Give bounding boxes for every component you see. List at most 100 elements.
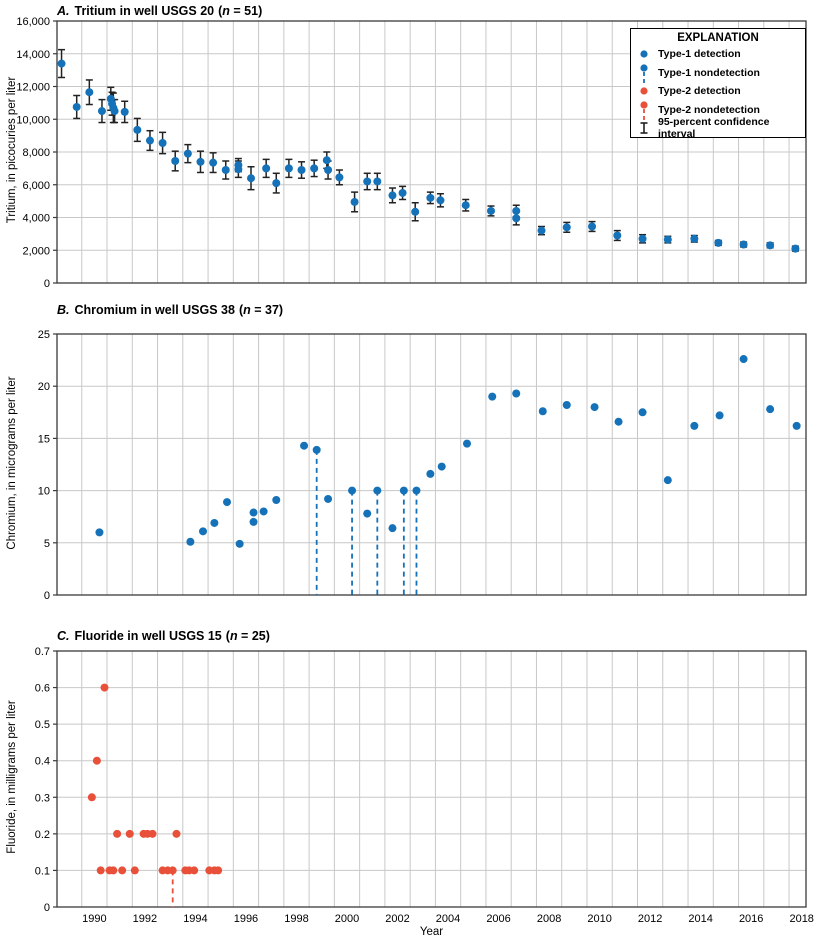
data-point-type1-detection — [95, 528, 104, 537]
data-point-type1-detection — [324, 494, 333, 503]
legend-box: EXPLANATION Type-1 detection Type-1 nond… — [630, 28, 806, 140]
panel-b-y-axis-label: Chromium, in micrograms per liter — [6, 376, 18, 550]
data-point-type2-detection — [87, 793, 96, 802]
data-point-type1-detection — [663, 476, 672, 485]
y-tick-label: 0 — [44, 278, 50, 290]
y-tick-label: 0.5 — [35, 719, 50, 731]
data-point-type1-detection — [638, 234, 647, 243]
data-point-type1-detection — [486, 206, 495, 215]
legend-item-type1-nondetection: Type-1 nondetection — [638, 62, 798, 83]
data-point-type1-detection — [638, 408, 647, 417]
data-point-type1-detection — [363, 177, 372, 186]
data-point-type1-detection — [196, 157, 205, 166]
data-point-type2-detection — [148, 829, 157, 838]
data-point-type2-detection — [92, 756, 101, 765]
data-point-type1-detection — [85, 88, 94, 97]
data-point-type1-detection — [791, 244, 800, 253]
data-point-type1-detection — [235, 539, 244, 548]
y-tick-label: 0.1 — [35, 865, 50, 877]
data-point-type1-detection — [234, 165, 243, 174]
data-point-type1-detection — [614, 417, 623, 426]
x-tick-label: 2010 — [587, 913, 611, 925]
y-tick-label: 10,000 — [16, 114, 50, 126]
panel-c-title: C. Fluoride in well USGS 15 (n = 25) — [57, 629, 270, 643]
data-point-type2-detection — [109, 866, 118, 875]
data-point-type2-detection — [130, 866, 139, 875]
data-point-type1-detection — [97, 107, 106, 116]
panel-b-title: B. Chromium in well USGS 38 (n = 37) — [57, 303, 283, 317]
panel-b-count: (n = 37) — [238, 303, 284, 317]
data-point-type1-detection — [209, 158, 218, 167]
panel-b-letter: B. — [57, 303, 70, 317]
data-point-type2-detection — [172, 829, 181, 838]
panel-c-count: (n = 25) — [225, 629, 270, 643]
data-point-type1-detection — [300, 441, 309, 450]
data-point-type1-detection — [715, 411, 724, 420]
data-point-type1-detection — [363, 509, 372, 518]
y-tick-label: 4,000 — [22, 213, 50, 225]
y-tick-label: 0.7 — [35, 646, 50, 658]
x-tick-label: 1992 — [133, 913, 157, 925]
data-point-type1-detection — [249, 508, 258, 517]
data-point-type1-nondetection — [399, 486, 408, 495]
confidence-interval-icon — [638, 121, 650, 135]
data-point-type1-detection — [436, 196, 445, 205]
data-point-type1-detection — [199, 527, 208, 536]
data-point-type1-detection — [512, 389, 521, 398]
data-point-type1-detection — [297, 166, 306, 175]
data-point-type2-detection — [96, 866, 105, 875]
data-point-type1-detection — [488, 392, 497, 401]
x-tick-label: 2014 — [688, 913, 712, 925]
data-point-type1-detection — [310, 164, 319, 173]
data-point-type1-detection — [57, 59, 66, 68]
data-point-type1-detection — [411, 207, 420, 216]
y-tick-label: 25 — [38, 329, 50, 341]
data-point-type1-detection — [663, 235, 672, 244]
y-tick-label: 0.4 — [35, 756, 50, 768]
data-point-type1-nondetection — [312, 445, 321, 454]
panel-a-title: A. Tritium in well USGS 20 (n = 51) — [57, 4, 262, 18]
data-point-type1-detection — [350, 197, 359, 206]
data-point-type1-detection — [259, 507, 268, 516]
data-point-type2-detection — [100, 683, 109, 692]
y-tick-label: 0.2 — [35, 829, 50, 841]
data-point-type1-detection — [210, 518, 219, 527]
panel-a-title-text: Tritium in well USGS 20 — [74, 4, 215, 18]
data-point-type1-detection — [145, 136, 154, 145]
data-point-type1-detection — [388, 191, 397, 200]
x-tick-label: 2008 — [537, 913, 561, 925]
data-point-type1-detection — [766, 241, 775, 250]
y-tick-label: 0.6 — [35, 683, 50, 695]
data-point-type1-detection — [512, 214, 521, 223]
data-point-type1-detection — [284, 164, 293, 173]
panel-c-letter: C. — [57, 629, 70, 643]
data-point-type1-detection — [110, 107, 119, 116]
data-point-type1-detection — [120, 107, 129, 116]
type1-detection-dot-icon — [638, 49, 650, 59]
panel-b-title-text: Chromium in well USGS 38 — [74, 303, 235, 317]
y-tick-label: 14,000 — [16, 49, 50, 61]
data-point-type1-detection — [714, 238, 723, 247]
data-point-type1-detection — [247, 174, 256, 183]
data-point-type1-nondetection — [348, 486, 357, 495]
panel-a-y-axis-label: Tritium, in picocuries per liter — [6, 76, 18, 224]
type2-nondetection-pin-icon — [638, 100, 650, 120]
data-point-type1-detection — [322, 156, 331, 165]
legend-item-type2-detection: Type-2 detection — [638, 83, 798, 99]
data-point-type2-detection — [125, 829, 134, 838]
panel-a-count: (n = 51) — [218, 4, 263, 18]
data-point-type1-detection — [133, 125, 142, 134]
x-tick-label: 2012 — [638, 913, 662, 925]
data-point-type1-detection — [223, 498, 232, 507]
data-point-type1-detection — [262, 164, 271, 173]
data-point-type1-detection — [588, 222, 597, 231]
data-point-type1-detection — [249, 517, 258, 526]
y-tick-label: 20 — [38, 381, 50, 393]
y-tick-label: 0.3 — [35, 792, 50, 804]
x-tick-label: 2002 — [385, 913, 409, 925]
data-point-type1-detection — [158, 138, 167, 147]
x-tick-label: 1994 — [183, 913, 207, 925]
data-point-type2-detection — [190, 866, 199, 875]
